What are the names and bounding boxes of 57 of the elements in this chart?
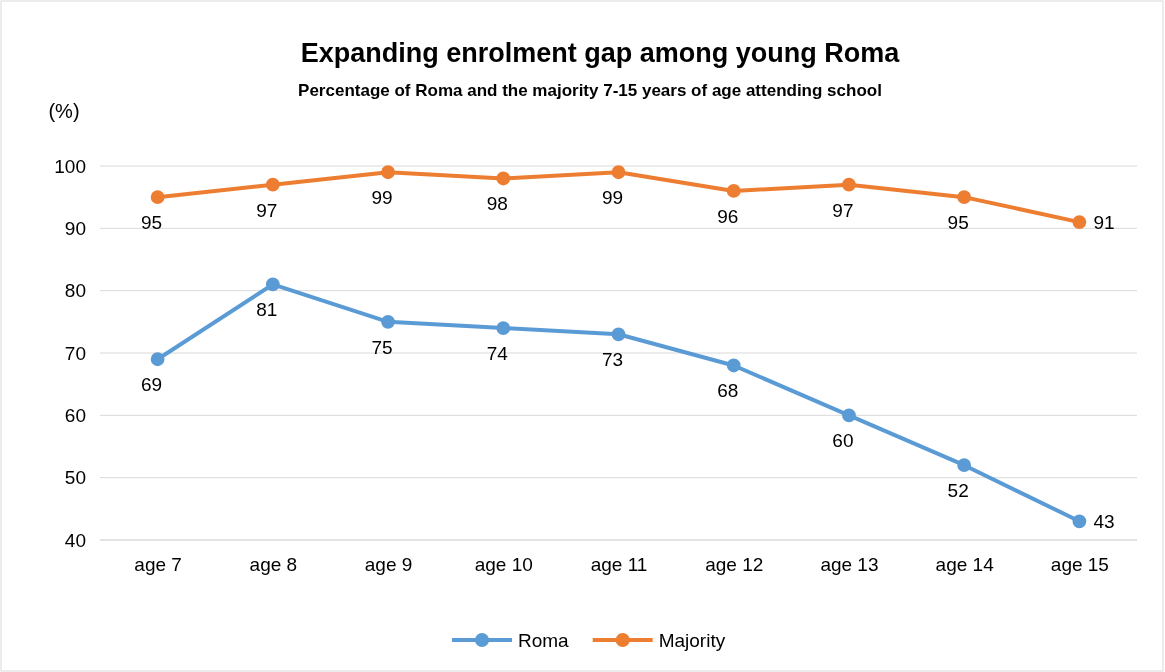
data-label: 74: [486, 343, 509, 365]
point: [611, 165, 626, 180]
point: [496, 171, 511, 186]
x-tick-label: age 8: [249, 554, 298, 576]
point: [265, 177, 280, 192]
y-axis-title: (%): [48, 100, 80, 122]
data-label: 91: [1093, 212, 1115, 234]
x-tick-label: age 11: [590, 554, 648, 576]
point: [381, 314, 395, 329]
legend-label: Roma: [518, 630, 570, 651]
data-label: 68: [717, 380, 739, 402]
data-label: 95: [141, 212, 163, 234]
y-tick-label: 60: [64, 404, 86, 426]
point: [842, 177, 856, 192]
x-tick-label: age 7: [134, 554, 182, 576]
y-tick-label: 80: [64, 280, 86, 302]
x-tick-label: age 9: [364, 554, 413, 576]
x-tick-label: age 14: [935, 554, 995, 576]
x-tick-label: age 15: [1050, 554, 1109, 576]
chart-subtitle: Percentage of Roma and the majority 7-15 years of age attending school: [298, 81, 882, 100]
x-tick-label: age 10: [474, 554, 533, 576]
point: [496, 321, 511, 335]
y-tick-label: 40: [64, 529, 86, 551]
data-label: 69: [141, 374, 163, 396]
data-label: 96: [717, 205, 739, 227]
point: [726, 358, 741, 373]
point: [150, 352, 165, 367]
data-label: 99: [601, 187, 624, 209]
point: [957, 458, 972, 473]
y-tick-label: 100: [54, 155, 86, 177]
point: [726, 184, 741, 198]
data-label: 99: [371, 187, 393, 209]
point: [381, 165, 395, 180]
y-tick-label: 70: [64, 342, 86, 364]
point: [842, 408, 856, 423]
data-label: 60: [832, 430, 854, 452]
point: [611, 327, 626, 342]
data-label: 97: [256, 199, 278, 221]
point: [1072, 514, 1087, 529]
point: [1072, 215, 1087, 229]
x-tick-label: age 13: [820, 554, 879, 576]
legend-label: Majority: [658, 630, 726, 651]
y-tick-label: 90: [64, 217, 86, 239]
data-label: 81: [256, 299, 278, 321]
point: [150, 190, 165, 205]
data-label: 43: [1093, 511, 1115, 533]
data-label: 98: [486, 193, 508, 215]
data-label: 97: [832, 199, 854, 221]
data-label: 73: [601, 349, 624, 371]
chart-title: Expanding enrolment gap among young Roma: [300, 38, 901, 68]
data-label: 95: [947, 212, 969, 234]
x-tick-label: age 12: [705, 554, 764, 576]
point: [265, 277, 280, 292]
data-label: 75: [371, 336, 393, 358]
data-label: 52: [947, 480, 969, 502]
point: [957, 190, 972, 205]
y-tick-label: 50: [64, 467, 86, 489]
